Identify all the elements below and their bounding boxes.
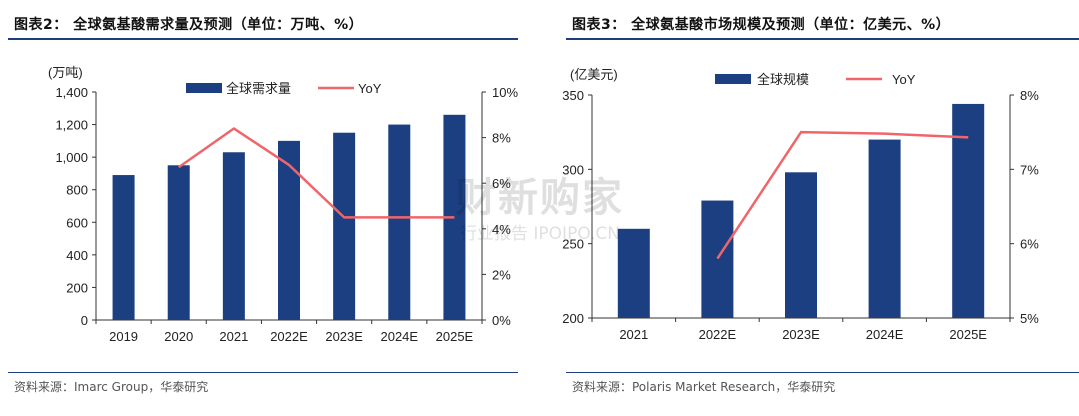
left-tick-label: 250 [562,237,584,252]
left-tick-label: 300 [562,162,584,177]
left-chart-panel: 图表2： 全球氨基酸需求量及预测（单位：万吨、%） (万吨) 0 200 400 600… [0,0,518,416]
left-tick-label: 350 [562,88,584,103]
bar-2024E [868,139,901,318]
yoy-line [177,127,455,219]
bar-2021 [617,228,650,318]
right-source-note: 资料来源：Polaris Market Research，华泰研究 [572,380,836,394]
left-source-rule [8,372,518,373]
left-tick-label: 1,000 [55,150,88,165]
bar-2023E [785,172,817,318]
left-tick-label: 200 [562,311,584,326]
bar-2025E [952,103,985,318]
x-tick-label: 2022E [270,329,308,344]
right-tick-label: 2% [492,267,511,282]
legend-bar-swatch [186,83,222,93]
right-title-rule [566,38,1079,40]
right-tick-label: 7% [1020,162,1039,177]
yoy-line [716,130,969,260]
x-tick-label: 2024E [866,327,904,342]
bar-2020 [167,165,190,320]
y-axis-unit-label: (亿美元) [570,67,618,82]
legend-bar-swatch [715,74,751,84]
bar-2023E [333,132,356,320]
left-tick-label: 400 [66,248,88,263]
left-tick-label: 200 [66,280,88,295]
x-tick-label: 2023E [325,329,363,344]
right-tick-label: 5% [1020,311,1039,326]
right-tick-label: 8% [1020,88,1039,103]
bar-2022E [278,140,300,320]
x-tick-label: 2025E [949,327,987,342]
legend-bar-label: 全球规模 [757,72,809,87]
right-tick-label: 4% [492,222,511,237]
x-tick-label: 2022E [699,327,737,342]
right-tick-label: 0% [492,313,511,328]
x-tick-label: 2021 [219,329,248,344]
bar-2022E [701,200,734,318]
x-tick-label: 2025E [436,329,474,344]
left-tick-label: 800 [66,183,88,198]
bar-2024E [388,124,411,320]
legend-line-label: YoY [358,81,382,96]
y-axis-unit-label: (万吨) [48,65,83,80]
bar-2021 [222,152,245,320]
x-tick-label: 2024E [380,329,418,344]
right-tick-label: 6% [1020,237,1039,252]
right-tick-label: 8% [492,131,511,146]
x-tick-label: 2020 [164,329,193,344]
legend-bar-label: 全球需求量 [226,81,291,96]
right-chart-panel: 图表3： 全球氨基酸市场规模及预测（单位：亿美元、%） (亿美元) 200 250 3… [558,0,1079,416]
right-chart-title: 图表3： 全球氨基酸市场规模及预测（单位：亿美元、%） [572,17,951,33]
legend-line-label: YoY [892,72,916,87]
left-source-note: 资料来源：Imarc Group，华泰研究 [14,380,209,394]
right-tick-label: 10% [492,85,518,100]
left-tick-label: 1,400 [55,85,88,100]
left-tick-label: 1,200 [55,118,88,133]
bar-2019 [112,175,135,320]
x-tick-label: 2021 [619,327,648,342]
left-tick-label: 600 [66,215,88,230]
left-chart: (万吨) 0 200 400 600 800 1,000 1,200 1,400 0% 2% 4% 6%… [48,65,518,344]
right-chart: (亿美元) 200 250 300 350 5% 6% 7% 8% 2021 2022E 2023E 2… [562,67,1039,342]
x-tick-label: 2019 [109,329,138,344]
right-tick-label: 6% [492,176,511,191]
right-source-rule [566,372,1079,373]
left-chart-title: 图表2： 全球氨基酸需求量及预测（单位：万吨、%） [14,17,364,33]
left-title-rule [8,38,518,40]
left-tick-label: 0 [81,313,88,328]
x-tick-label: 2023E [782,327,820,342]
